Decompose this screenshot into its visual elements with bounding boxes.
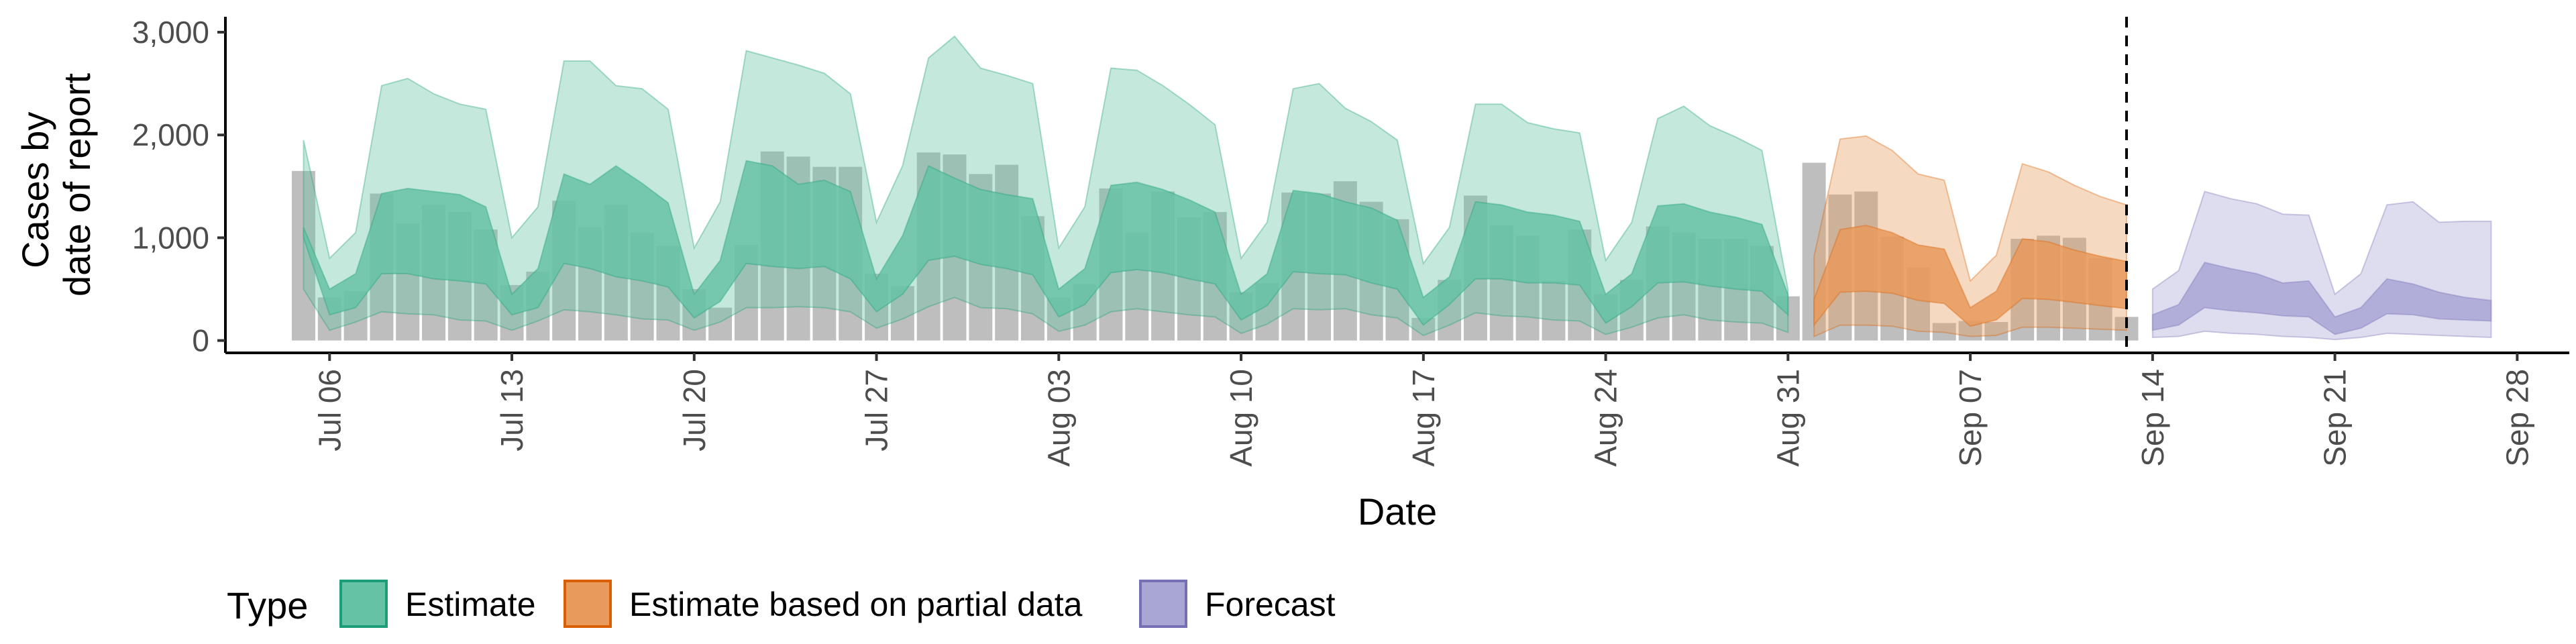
x-tick-label: Aug 10 xyxy=(1224,369,1258,467)
legend-label: Estimate based on partial data xyxy=(629,586,1083,623)
ribbons-layer xyxy=(303,35,2492,341)
x-tick-label: Aug 24 xyxy=(1589,369,1623,467)
x-tick-label: Sep 28 xyxy=(2500,369,2534,467)
reported-cases-bar xyxy=(1984,322,2008,341)
y-tick-label: 2,000 xyxy=(132,117,209,152)
y-axis-title-line-2: date of report xyxy=(56,73,98,297)
x-tick-label: Jul 20 xyxy=(677,369,712,451)
legend-label: Forecast xyxy=(1205,586,1336,623)
x-tick-label: Jul 13 xyxy=(494,369,529,451)
legend-key xyxy=(339,580,388,628)
y-axis-ticks: 0 1,000 2,000 3,000 xyxy=(132,15,225,358)
x-axis-ticks: Jul 06 Jul 13 Jul 20 Jul 27 Aug 03 Aug 10 Aug … xyxy=(312,353,2534,467)
x-axis-title: Date xyxy=(1358,490,1437,533)
x-tick-label: Sep 21 xyxy=(2318,369,2353,467)
y-axis-title: Cases by date of report xyxy=(14,73,98,297)
y-axis-title-line-1: Cases by xyxy=(14,112,56,268)
x-tick-label: Jul 06 xyxy=(312,369,347,451)
legend-key xyxy=(1139,580,1187,628)
reported-cases-bar xyxy=(708,307,733,341)
y-tick-label: 1,000 xyxy=(132,220,209,255)
legend-title: Type xyxy=(227,584,308,627)
y-tick-label: 3,000 xyxy=(132,15,209,50)
x-tick-label: Sep 14 xyxy=(2135,369,2170,467)
legend-key xyxy=(564,580,612,628)
x-tick-label: Jul 27 xyxy=(859,369,894,451)
legend-label: Estimate xyxy=(405,586,536,623)
legend: Type Estimate Estimate based on partial d… xyxy=(227,580,1336,628)
x-tick-label: Aug 31 xyxy=(1770,369,1805,467)
estimate-50-ribbon xyxy=(303,160,1789,327)
y-tick-label: 0 xyxy=(192,323,209,358)
x-tick-label: Aug 17 xyxy=(1406,369,1441,467)
legend-entries: Estimate Estimate based on partial data Fo… xyxy=(339,580,1336,628)
x-tick-label: Aug 03 xyxy=(1041,369,1076,467)
reported-cases-bar xyxy=(1542,280,1566,341)
x-tick-label: Sep 07 xyxy=(1953,369,1988,467)
forecast-50-ribbon xyxy=(2151,262,2492,335)
reported-cases-bar xyxy=(1932,323,1956,341)
